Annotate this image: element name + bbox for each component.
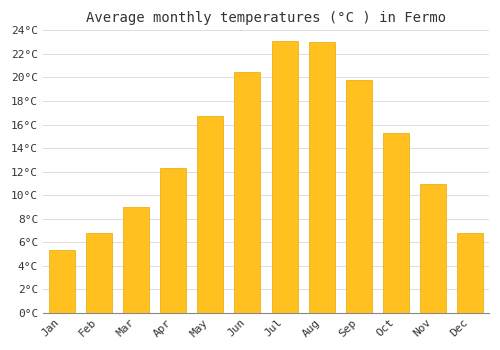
Bar [458, 233, 483, 313]
Bar [234, 72, 260, 313]
Bar [160, 168, 186, 313]
Bar [383, 133, 409, 313]
Bar [86, 233, 112, 313]
Bar [48, 250, 74, 313]
Bar [272, 41, 297, 313]
Bar [123, 207, 149, 313]
Bar [346, 80, 372, 313]
Bar [420, 184, 446, 313]
Bar [308, 42, 334, 313]
Bar [197, 116, 223, 313]
Title: Average monthly temperatures (°C ) in Fermo: Average monthly temperatures (°C ) in Fe… [86, 11, 446, 25]
